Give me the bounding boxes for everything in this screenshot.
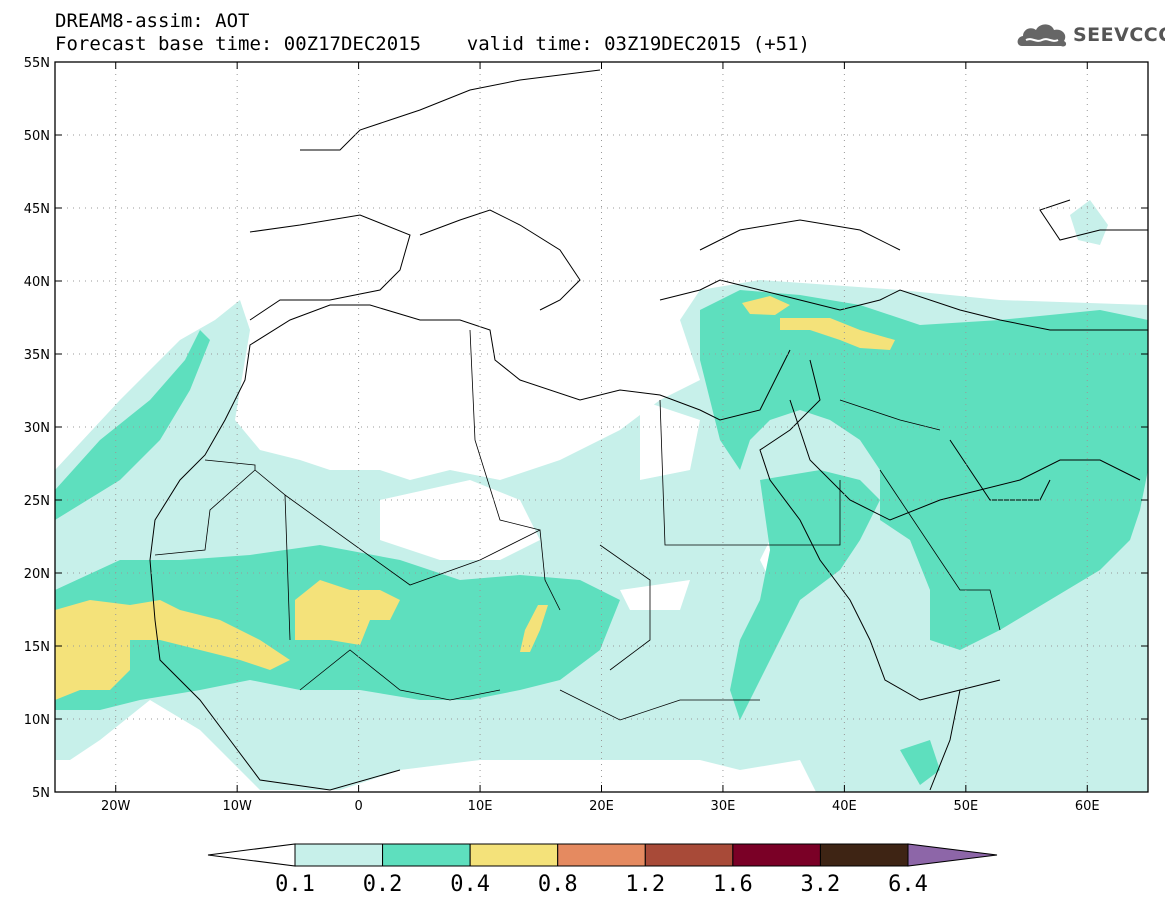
cloud-icon: [1017, 24, 1067, 47]
lat-tick-label: 50N: [24, 129, 50, 144]
colorbar-level-label: 0.1: [275, 872, 315, 897]
lon-tick-label: 0: [354, 799, 362, 814]
lat-tick-label: 20N: [24, 567, 50, 582]
lon-tick-label: 10W: [222, 799, 252, 814]
colorbar-lower-extension: [207, 843, 296, 867]
aot-field: [55, 200, 1148, 792]
forecast-time-subtitle: Forecast base time: 00Z17DEC2015 valid t…: [55, 33, 810, 55]
colorbar-segment: [732, 843, 821, 867]
gridlines: [55, 62, 1148, 792]
lon-tick-label: 30E: [711, 799, 736, 814]
lat-tick-label: 40N: [24, 275, 50, 290]
map-title: DREAM8-assim: AOT: [55, 10, 250, 32]
logo-text: SEEVCCC: [1073, 24, 1165, 46]
colorbar-segment: [469, 843, 559, 867]
colorbar-segment: [557, 843, 646, 867]
seevccc-logo: SEEVCCC: [1016, 20, 1165, 50]
country-borders: [154, 329, 1001, 721]
colorbar-level-label: 0.2: [362, 872, 403, 897]
lat-tick-label: 5N: [32, 786, 50, 801]
lon-tick-label: 20E: [589, 799, 614, 814]
colorbar-level-label: 0.4: [450, 872, 491, 897]
colorbar-segment: [819, 843, 909, 867]
colorbar-level-label: 0.8: [537, 872, 578, 897]
colorbar-level-label: 1.6: [712, 872, 753, 897]
lat-tick-label: 10N: [24, 713, 50, 728]
colorbar-segment: [644, 843, 734, 867]
lat-tick-label: 45N: [24, 202, 50, 217]
lon-tick-label: 20W: [101, 799, 131, 814]
colorbar-segment: [294, 843, 384, 867]
lat-tick-label: 25N: [24, 494, 50, 509]
colorbar-level-label: 6.4: [888, 872, 928, 897]
lat-tick-label: 30N: [24, 421, 50, 436]
lon-tick-label: 50E: [953, 799, 978, 814]
lat-tick-label: 35N: [24, 348, 50, 363]
lon-tick-label: 60E: [1075, 799, 1100, 814]
colorbar-level-label: 1.2: [625, 872, 666, 897]
coastlines: [149, 69, 1148, 791]
lon-tick-label: 40E: [832, 799, 857, 814]
lat-tick-label: 15N: [24, 640, 50, 655]
colorbar: [207, 843, 998, 867]
lon-tick-label: 10E: [468, 799, 493, 814]
colorbar-segment: [382, 843, 471, 867]
colorbar-level-label: 3.2: [800, 872, 841, 897]
lat-tick-label: 55N: [24, 56, 50, 71]
map-axes: 20W 10W 0 10E 20E 30E 40E 50E 60E 55N 50N 45N 40N 35N…: [24, 56, 1148, 814]
colorbar-upper-extension: [907, 843, 998, 867]
